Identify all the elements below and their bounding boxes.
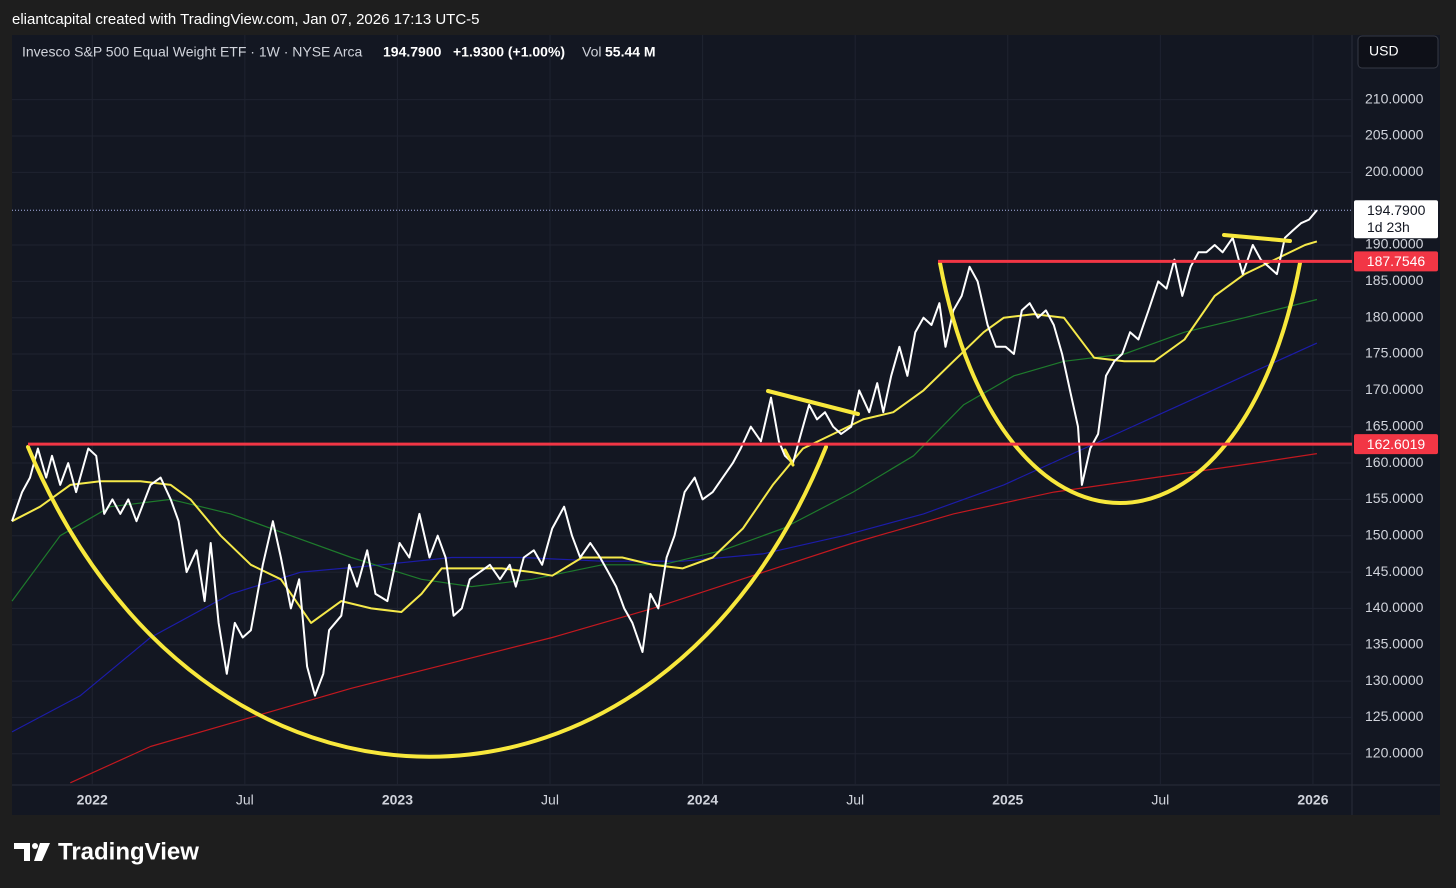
y-tick-label: 140.0000 <box>1365 599 1424 615</box>
series-line <box>11 240 1318 624</box>
y-tick-label: 185.0000 <box>1365 272 1424 288</box>
chart-panel <box>12 35 1440 815</box>
countdown-label: 1d 23h <box>1367 219 1410 235</box>
x-tick-label: 2024 <box>687 792 718 808</box>
series-line <box>11 209 1318 697</box>
y-tick-label: 155.0000 <box>1365 490 1424 506</box>
logo-mark <box>32 843 38 849</box>
x-tick-label: 2026 <box>1297 792 1328 808</box>
y-tick-label: 200.0000 <box>1365 163 1424 179</box>
y-tick-label: 125.0000 <box>1365 708 1424 724</box>
brand-logo <box>14 843 50 861</box>
trend-line <box>783 448 795 467</box>
y-tick-label: 150.0000 <box>1365 526 1424 542</box>
y-tick-label: 165.0000 <box>1365 417 1424 433</box>
level-label: 162.6019 <box>1367 436 1426 452</box>
y-tick-label: 120.0000 <box>1365 744 1424 760</box>
x-tick-label: 2022 <box>77 792 108 808</box>
level-label: 187.7546 <box>1367 253 1426 269</box>
series-layer <box>11 209 1318 784</box>
x-tick-label: 2025 <box>992 792 1023 808</box>
y-tick-label: 170.0000 <box>1365 381 1424 397</box>
y-tick-label: 205.0000 <box>1365 127 1424 143</box>
x-tick-label: Jul <box>1151 792 1169 808</box>
currency-button[interactable] <box>1357 35 1439 69</box>
grid <box>12 35 1352 785</box>
currency-label[interactable]: USD <box>1369 43 1399 59</box>
level-label-box <box>1354 434 1438 455</box>
y-tick-label: 160.0000 <box>1365 454 1424 470</box>
last-price-box <box>1354 200 1438 239</box>
y-tick-label: 145.0000 <box>1365 563 1424 579</box>
last-price-label: 194.7900 <box>1367 202 1426 218</box>
y-tick-label: 175.0000 <box>1365 345 1424 361</box>
level-label-box <box>1354 251 1438 272</box>
brand-name: TradingView <box>58 838 199 865</box>
attribution: eliantcapital created with TradingView.c… <box>12 11 480 28</box>
trend-line <box>766 389 860 416</box>
y-tick-label: 210.0000 <box>1365 90 1424 106</box>
legend-vol-label: Vol <box>582 44 601 60</box>
legend-price: 194.7900 <box>383 44 442 60</box>
series-line <box>11 298 1318 602</box>
x-tick-label: 2023 <box>382 792 413 808</box>
series-line <box>70 453 1317 784</box>
y-tick-label: 180.0000 <box>1365 308 1424 324</box>
y-tick-label: 135.0000 <box>1365 635 1424 651</box>
y-tick-label: 190.0000 <box>1365 236 1424 252</box>
legend-change: +1.9300 (+1.00%) <box>453 44 565 60</box>
x-tick-label: Jul <box>541 792 559 808</box>
drawings <box>26 233 1302 759</box>
trend-line <box>1222 233 1292 243</box>
y-tick-label: 130.0000 <box>1365 672 1424 688</box>
legend-vol: 55.44 M <box>605 44 656 60</box>
logo-mark <box>14 843 30 861</box>
x-tick-label: Jul <box>236 792 254 808</box>
x-tick-label: Jul <box>846 792 864 808</box>
logo-mark <box>34 843 50 861</box>
cup-curve <box>26 445 828 759</box>
cup-curve <box>938 261 1302 505</box>
symbol-title: Invesco S&P 500 Equal Weight ETF · 1W · … <box>22 44 363 60</box>
